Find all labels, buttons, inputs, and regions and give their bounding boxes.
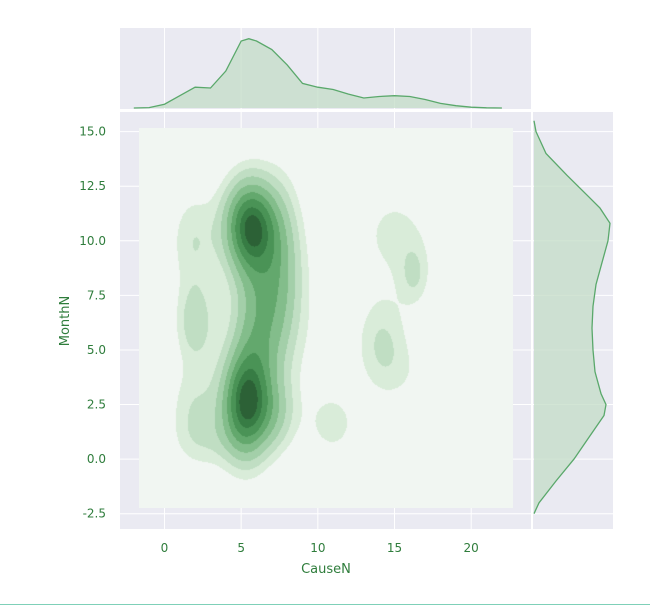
- x-tick-label: 15: [387, 541, 402, 555]
- y-axis-ticks: -2.5 0.0 2.5 5.0 7.5 10.0 12.5 15.0: [79, 125, 106, 521]
- marginal-x-density-fill: [133, 38, 502, 109]
- x-axis-ticks: 0 5 10 15 20: [161, 541, 479, 555]
- y-tick-label: 2.5: [87, 398, 106, 412]
- x-tick-label: 0: [161, 541, 169, 555]
- x-tick-label: 10: [310, 541, 325, 555]
- x-tick-label: 5: [237, 541, 245, 555]
- marginal-y-density-fill: [534, 120, 610, 514]
- y-tick-label: 5.0: [87, 343, 106, 357]
- x-axis-label: CauseN: [301, 562, 351, 577]
- marginal-x-density-line: [133, 38, 502, 109]
- bottom-divider: [0, 604, 650, 605]
- marginal-y-density-line: [533, 120, 611, 514]
- y-tick-label: 0.0: [87, 452, 106, 466]
- x-tick-label: 20: [464, 541, 479, 555]
- y-tick-label: -2.5: [83, 507, 106, 521]
- y-tick-label: 12.5: [79, 179, 106, 193]
- y-tick-label: 15.0: [79, 125, 106, 139]
- y-tick-label: 7.5: [87, 288, 106, 302]
- y-axis-label: MonthN: [58, 296, 73, 346]
- y-tick-label: 10.0: [79, 234, 106, 248]
- kde-contour-density: [139, 128, 513, 508]
